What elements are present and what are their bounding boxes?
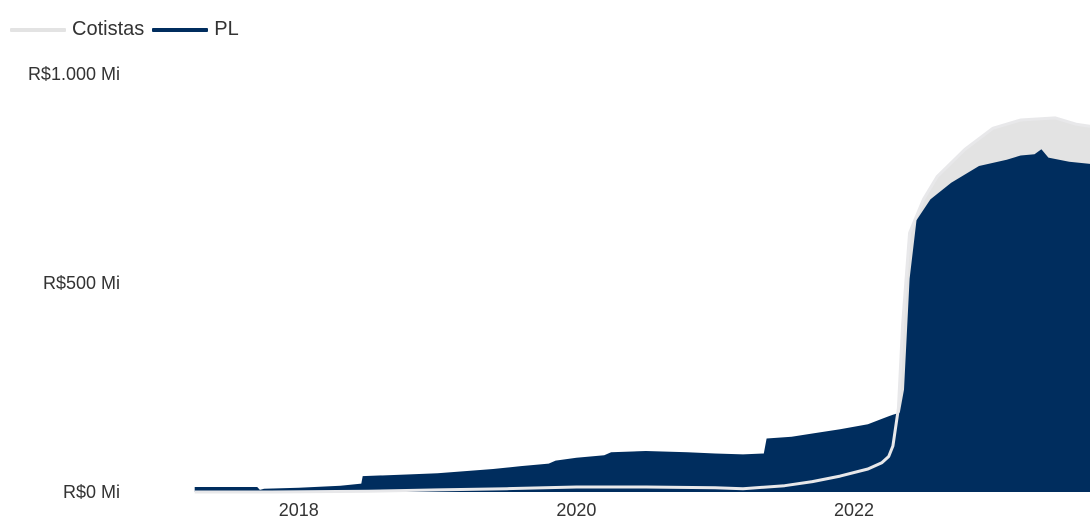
series-layer: [194, 116, 1090, 494]
legend-item-cotistas[interactable]: Cotistas: [10, 18, 144, 41]
y-tick-label: R$500 Mi: [43, 273, 120, 293]
legend-swatch-cotistas: [10, 27, 66, 32]
series-line-cotistas: [194, 116, 1090, 494]
series-area-pl: [194, 149, 1090, 492]
axis-layer: R$0 Mi R$500 Mi R$1.000 Mi 2018 2020 2022: [28, 64, 874, 520]
y-tick-label: R$0 Mi: [63, 482, 120, 502]
legend-label-cotistas: Cotistas: [72, 18, 145, 40]
y-tick-label: R$1.000 Mi: [28, 64, 120, 84]
x-tick-label: 2022: [834, 500, 874, 520]
legend-item-pl[interactable]: PL: [152, 18, 239, 41]
x-tick-label: 2018: [279, 500, 319, 520]
chart-legend: Cotistas PL: [10, 18, 247, 41]
legend-swatch-pl: [152, 27, 209, 32]
legend-label-pl: PL: [214, 18, 239, 40]
x-tick-label: 2020: [556, 500, 596, 520]
